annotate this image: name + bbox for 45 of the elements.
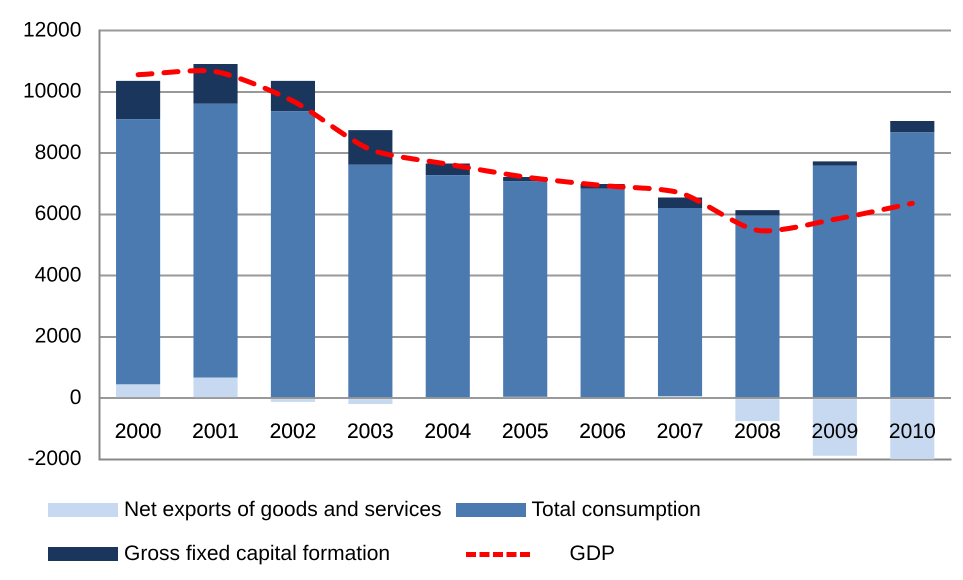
bar: [890, 132, 934, 398]
y-tick-label: -2000: [28, 447, 82, 470]
legend-label: GDP: [570, 542, 616, 566]
bar: [503, 181, 548, 397]
bar: [812, 161, 857, 166]
y-tick-label: 4000: [34, 263, 82, 286]
legend-label: Net exports of goods and services: [124, 498, 442, 522]
bar: [116, 80, 160, 120]
x-tick-label: 2002: [270, 420, 316, 443]
bar: [426, 175, 470, 398]
x-tick-label: 2007: [656, 420, 704, 443]
bar: [348, 164, 392, 398]
x-tick-label: 2005: [502, 420, 549, 443]
bar: [735, 216, 780, 398]
y-tick-label: 8000: [34, 140, 82, 164]
x-tick-label: 2008: [734, 420, 781, 443]
x-tick-label: 2001: [192, 420, 239, 443]
x-tick-label: 2010: [888, 420, 936, 443]
bar: [580, 188, 625, 398]
y-tick-label: 0: [70, 386, 82, 409]
x-tick-label: 2003: [347, 420, 394, 443]
y-tick-label: 6000: [34, 202, 82, 226]
bar: [348, 399, 392, 404]
bar: [270, 399, 316, 402]
bar: [193, 104, 238, 378]
x-tick-label: 2000: [114, 420, 162, 443]
bar: [270, 111, 316, 398]
bar: [658, 208, 702, 396]
y-tick-label: 12000: [22, 18, 82, 42]
bar: [116, 119, 160, 384]
bar: [890, 399, 934, 460]
bar: [116, 384, 160, 398]
legend-label: Total consumption: [532, 498, 701, 522]
y-tick-label: 10000: [22, 80, 82, 103]
x-tick-label: 2004: [424, 420, 472, 443]
x-tick-label: 2006: [579, 420, 626, 443]
y-tick-label: 2000: [34, 324, 82, 348]
bar: [735, 210, 780, 216]
bar: [193, 64, 238, 104]
legend-label: Gross fixed capital formation: [124, 542, 390, 566]
bar: [193, 378, 238, 398]
bar: [890, 120, 934, 132]
bar: [735, 399, 780, 422]
bar: [812, 166, 857, 398]
x-tick-label: 2009: [812, 420, 858, 443]
